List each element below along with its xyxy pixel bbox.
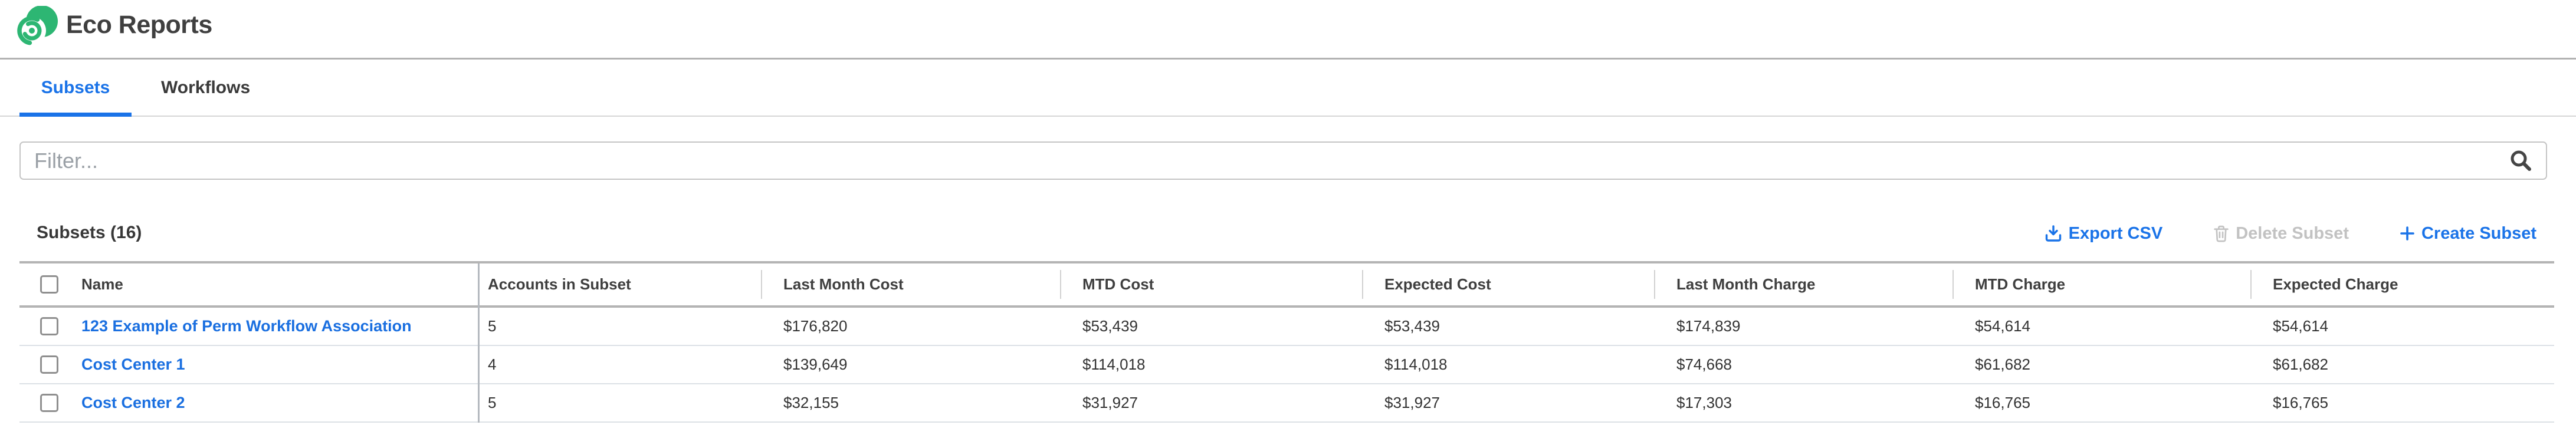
row-checkbox[interactable]: [40, 355, 58, 374]
row-checkbox[interactable]: [40, 394, 58, 412]
export-csv-button[interactable]: Export CSV: [2045, 223, 2163, 243]
column-header-mtd-charge: MTD Charge: [1952, 263, 2250, 305]
app-header: Eco Reports: [0, 0, 2576, 60]
search-icon[interactable]: [2509, 149, 2532, 172]
cell-mtd-charge: $61,682: [1975, 355, 2030, 373]
cell-last-month-charge: $17,303: [1676, 394, 1732, 411]
row-checkbox[interactable]: [40, 317, 58, 335]
tab-subsets-label: Subsets: [41, 77, 110, 97]
column-header-last-month-charge: Last Month Charge: [1654, 263, 1952, 305]
export-csv-label: Export CSV: [2068, 223, 2163, 243]
subset-name-link[interactable]: Cost Center 1: [81, 355, 185, 373]
create-subset-button[interactable]: Create Subset: [2400, 224, 2536, 243]
cell-mtd-cost: $53,439: [1082, 317, 1138, 335]
cell-accounts: 5: [488, 317, 497, 335]
cell-last-month-cost: $32,155: [783, 394, 839, 411]
subsets-table: Name Accounts in Subset Last Month Cost …: [19, 261, 2554, 423]
tab-subsets[interactable]: Subsets: [19, 60, 132, 117]
plus-icon: [2400, 226, 2414, 240]
column-header-name: Name: [81, 275, 123, 293]
delete-subset-label: Delete Subset: [2236, 223, 2349, 243]
table-header-name: Name: [19, 263, 478, 305]
filter-input[interactable]: [19, 141, 2547, 180]
cell-expected-cost: $114,018: [1384, 355, 1448, 373]
cell-last-month-charge: $174,839: [1676, 317, 1741, 335]
tab-workflows[interactable]: Workflows: [143, 60, 268, 116]
table-row: 123 Example of Perm Workflow Association…: [19, 308, 2554, 346]
table-header-row: Name Accounts in Subset Last Month Cost …: [19, 261, 2554, 308]
download-tray-icon: [2045, 225, 2061, 242]
subsets-count-heading: Subsets (16): [37, 223, 142, 242]
cell-last-month-charge: $74,668: [1676, 355, 1732, 373]
toolbar-actions: Export CSV Delete Subset Create Subset: [2045, 218, 2536, 249]
cell-mtd-cost: $31,927: [1082, 394, 1138, 411]
cell-expected-charge: $16,765: [2273, 394, 2328, 411]
cell-accounts: 5: [488, 394, 497, 411]
table-row: Cost Center 2 5 $32,155 $31,927 $31,927 …: [19, 384, 2554, 423]
cell-mtd-charge: $54,614: [1975, 317, 2030, 335]
delete-subset-button[interactable]: Delete Subset: [2213, 224, 2349, 243]
column-header-mtd-cost: MTD Cost: [1060, 263, 1362, 305]
page-title: Eco Reports: [66, 11, 212, 39]
cell-last-month-cost: $176,820: [783, 317, 848, 335]
column-header-last-month-cost: Last Month Cost: [761, 263, 1060, 305]
cell-accounts: 4: [488, 355, 497, 373]
cell-expected-charge: $54,614: [2273, 317, 2328, 335]
select-all-checkbox[interactable]: [40, 275, 58, 294]
column-header-expected-cost: Expected Cost: [1362, 263, 1654, 305]
column-header-expected-charge: Expected Charge: [2250, 263, 2554, 305]
cell-expected-cost: $53,439: [1384, 317, 1440, 335]
create-subset-label: Create Subset: [2421, 223, 2536, 243]
cell-expected-cost: $31,927: [1384, 394, 1440, 411]
column-header-accounts-in-subset: Accounts in Subset: [488, 275, 631, 293]
cell-mtd-cost: $114,018: [1082, 355, 1146, 373]
subset-name-link[interactable]: 123 Example of Perm Workflow Association: [81, 317, 412, 335]
tab-bar: Subsets Workflows: [0, 60, 2576, 117]
filter-bar: [19, 141, 2547, 180]
cell-expected-charge: $61,682: [2273, 355, 2328, 373]
table-row: Cost Center 1 4 $139,649 $114,018 $114,0…: [19, 346, 2554, 384]
trash-can-icon: [2214, 225, 2229, 242]
eco-logo-icon: [17, 6, 58, 45]
subset-name-link[interactable]: Cost Center 2: [81, 394, 185, 411]
cell-mtd-charge: $16,765: [1975, 394, 2030, 411]
name-column-divider: [478, 263, 480, 423]
tab-workflows-label: Workflows: [161, 77, 251, 97]
cell-last-month-cost: $139,649: [783, 355, 848, 373]
